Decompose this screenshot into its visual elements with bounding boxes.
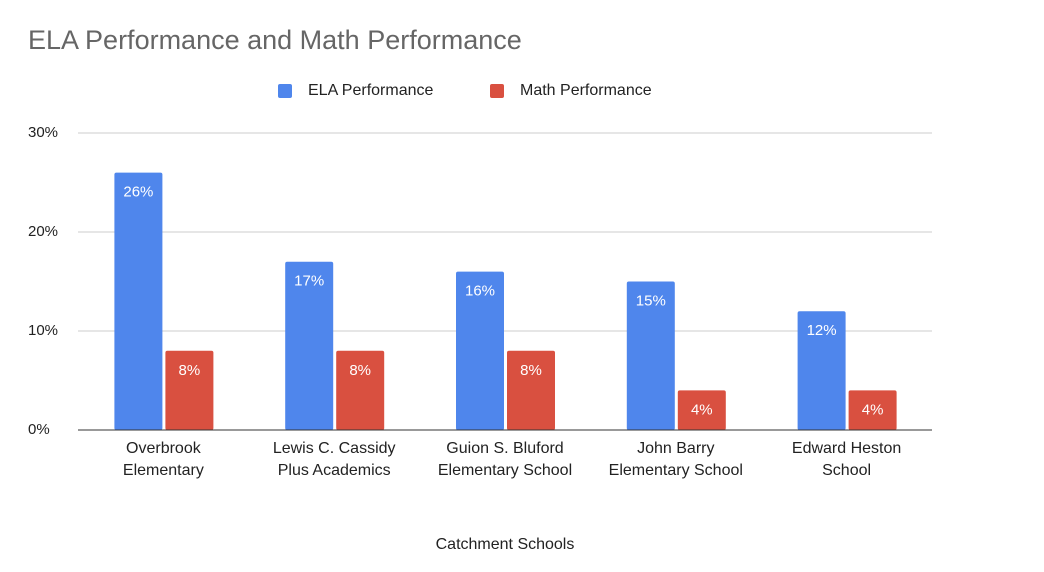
value-label: 4%: [862, 401, 884, 418]
x-tick-label: Edward Heston School: [791, 440, 902, 479]
bar: [507, 350, 555, 430]
value-label: 16%: [465, 283, 495, 300]
bar: [797, 311, 846, 430]
bar: [848, 390, 897, 430]
bar: [677, 390, 726, 430]
x-axis-label: Catchment Schools: [436, 536, 575, 553]
chart-title: ELA Performance and Math Performance: [28, 25, 522, 55]
value-label: 12%: [807, 322, 837, 339]
legend-label: Math Performance: [520, 82, 652, 99]
y-tick-label: 20%: [28, 223, 58, 240]
bar: [626, 281, 675, 430]
bar: [285, 261, 334, 430]
y-tick-label: 10%: [28, 322, 58, 339]
x-tick-label: Guion S. Bluford Elementary School: [437, 440, 573, 479]
bar: [456, 271, 504, 430]
value-label: 8%: [349, 362, 371, 379]
x-tick-label: Overbrook Elementary: [122, 440, 204, 479]
y-tick-label: 0%: [28, 421, 50, 438]
legend-label: ELA Performance: [308, 82, 434, 99]
x-tick-label: Lewis C. Cassidy Plus Academics: [272, 440, 396, 479]
x-tick-label: John Barry Elementary School: [608, 440, 743, 479]
value-label: 8%: [520, 362, 542, 379]
bar: [165, 350, 214, 430]
legend-swatch: [490, 84, 504, 98]
value-label: 26%: [123, 184, 153, 201]
y-tick-label: 30%: [28, 124, 58, 141]
value-label: 15%: [636, 292, 666, 309]
bar: [336, 350, 385, 430]
bar: [114, 172, 163, 430]
value-label: 17%: [294, 273, 324, 290]
value-label: 8%: [179, 362, 201, 379]
value-label: 4%: [691, 401, 713, 418]
legend-swatch: [278, 84, 292, 98]
